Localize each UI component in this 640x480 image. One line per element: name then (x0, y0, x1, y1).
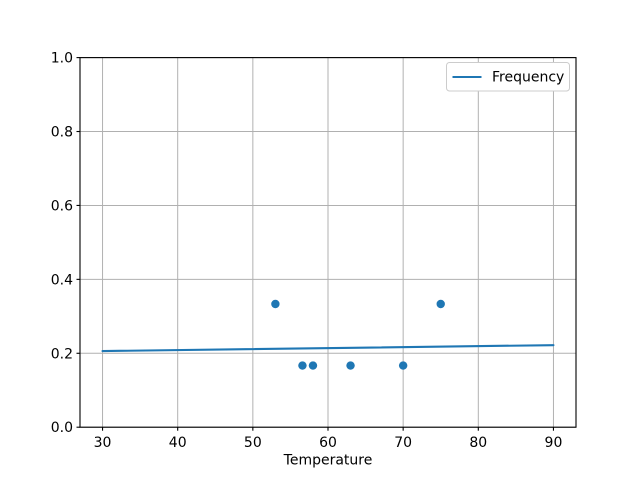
x-tick-label: 80 (469, 435, 487, 451)
grid-layer (80, 57, 576, 428)
y-tick-label: 0.2 (51, 346, 73, 362)
scatter-point (308, 361, 318, 370)
x-tick-label: 90 (545, 435, 563, 451)
y-tick-label: 1.0 (51, 51, 73, 67)
plot-border (79, 57, 577, 428)
scatter-point (271, 299, 280, 309)
y-tick-label: 0.4 (51, 272, 73, 288)
tick-layer: 30 40 50 60 70 80 90 0.0 0.2 0.4 0.6 0.8 1.0 (51, 51, 563, 451)
x-axis-label: Temperature (283, 453, 373, 469)
y-tick-label: 0.8 (51, 125, 73, 141)
scatter-point (436, 299, 445, 309)
legend-label: Frequency (492, 70, 564, 86)
legend-box (446, 62, 570, 92)
x-tick-label: 50 (244, 435, 262, 451)
x-tick-label: 40 (169, 435, 187, 451)
x-tick-label: 70 (394, 435, 412, 451)
x-tick-label: 60 (319, 435, 337, 451)
scatter-point (298, 361, 307, 370)
trend-line-frequency (101, 344, 555, 353)
y-tick-label: 0.0 (51, 420, 73, 436)
y-tick-label: 0.6 (51, 198, 73, 214)
x-tick-label: 30 (94, 435, 112, 451)
legend: Frequency (446, 62, 570, 92)
scatter-point (398, 361, 408, 370)
series-layer (101, 299, 555, 370)
scatter-point (346, 361, 355, 370)
